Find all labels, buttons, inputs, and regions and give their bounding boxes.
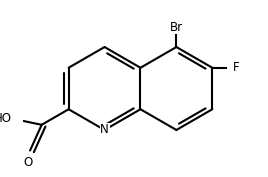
Text: F: F xyxy=(233,61,240,74)
Text: O: O xyxy=(23,156,33,169)
Text: HO: HO xyxy=(0,112,12,125)
Text: Br: Br xyxy=(170,21,183,34)
Text: N: N xyxy=(100,124,109,136)
